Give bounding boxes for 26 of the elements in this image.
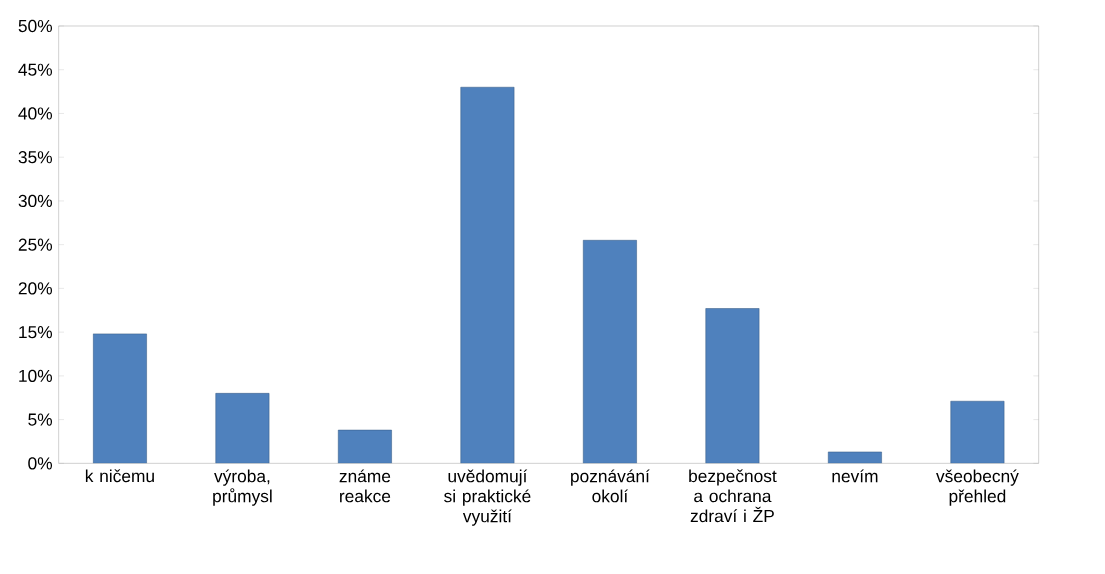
y-tick-label: 5% xyxy=(28,413,53,426)
x-tick-label: uvědomují si praktické využití xyxy=(444,469,531,526)
y-tick-label: 35% xyxy=(18,151,53,164)
bar xyxy=(215,393,270,464)
x-tick-label: známe reakce xyxy=(339,469,391,503)
x-tick-label: k ničemu xyxy=(85,469,154,483)
bar xyxy=(582,240,637,464)
y-tick-label: 45% xyxy=(18,63,53,76)
bar xyxy=(92,333,147,464)
x-tick-label: nevím xyxy=(832,469,878,483)
x-tick-label: bezpečnost a ochrana zdraví i ŽP xyxy=(689,469,777,523)
bar xyxy=(460,86,515,464)
y-tick-label: 30% xyxy=(18,194,53,208)
y-tick-label: 40% xyxy=(18,107,53,120)
bar xyxy=(950,400,1005,464)
y-tick-label: 0% xyxy=(28,457,53,470)
bar xyxy=(705,308,760,464)
y-tick-label: 50% xyxy=(18,19,53,33)
y-tick-label: 25% xyxy=(18,238,53,251)
x-tick-label: výroba, průmysl xyxy=(213,469,272,506)
y-tick-label: 15% xyxy=(19,326,53,339)
x-tick-label: všeobecný přehled xyxy=(936,469,1019,506)
y-tick-label: 10% xyxy=(19,369,53,382)
y-tick-label: 20% xyxy=(18,282,53,295)
bar xyxy=(337,429,392,464)
x-tick-label: poznávání okolí xyxy=(571,469,650,503)
